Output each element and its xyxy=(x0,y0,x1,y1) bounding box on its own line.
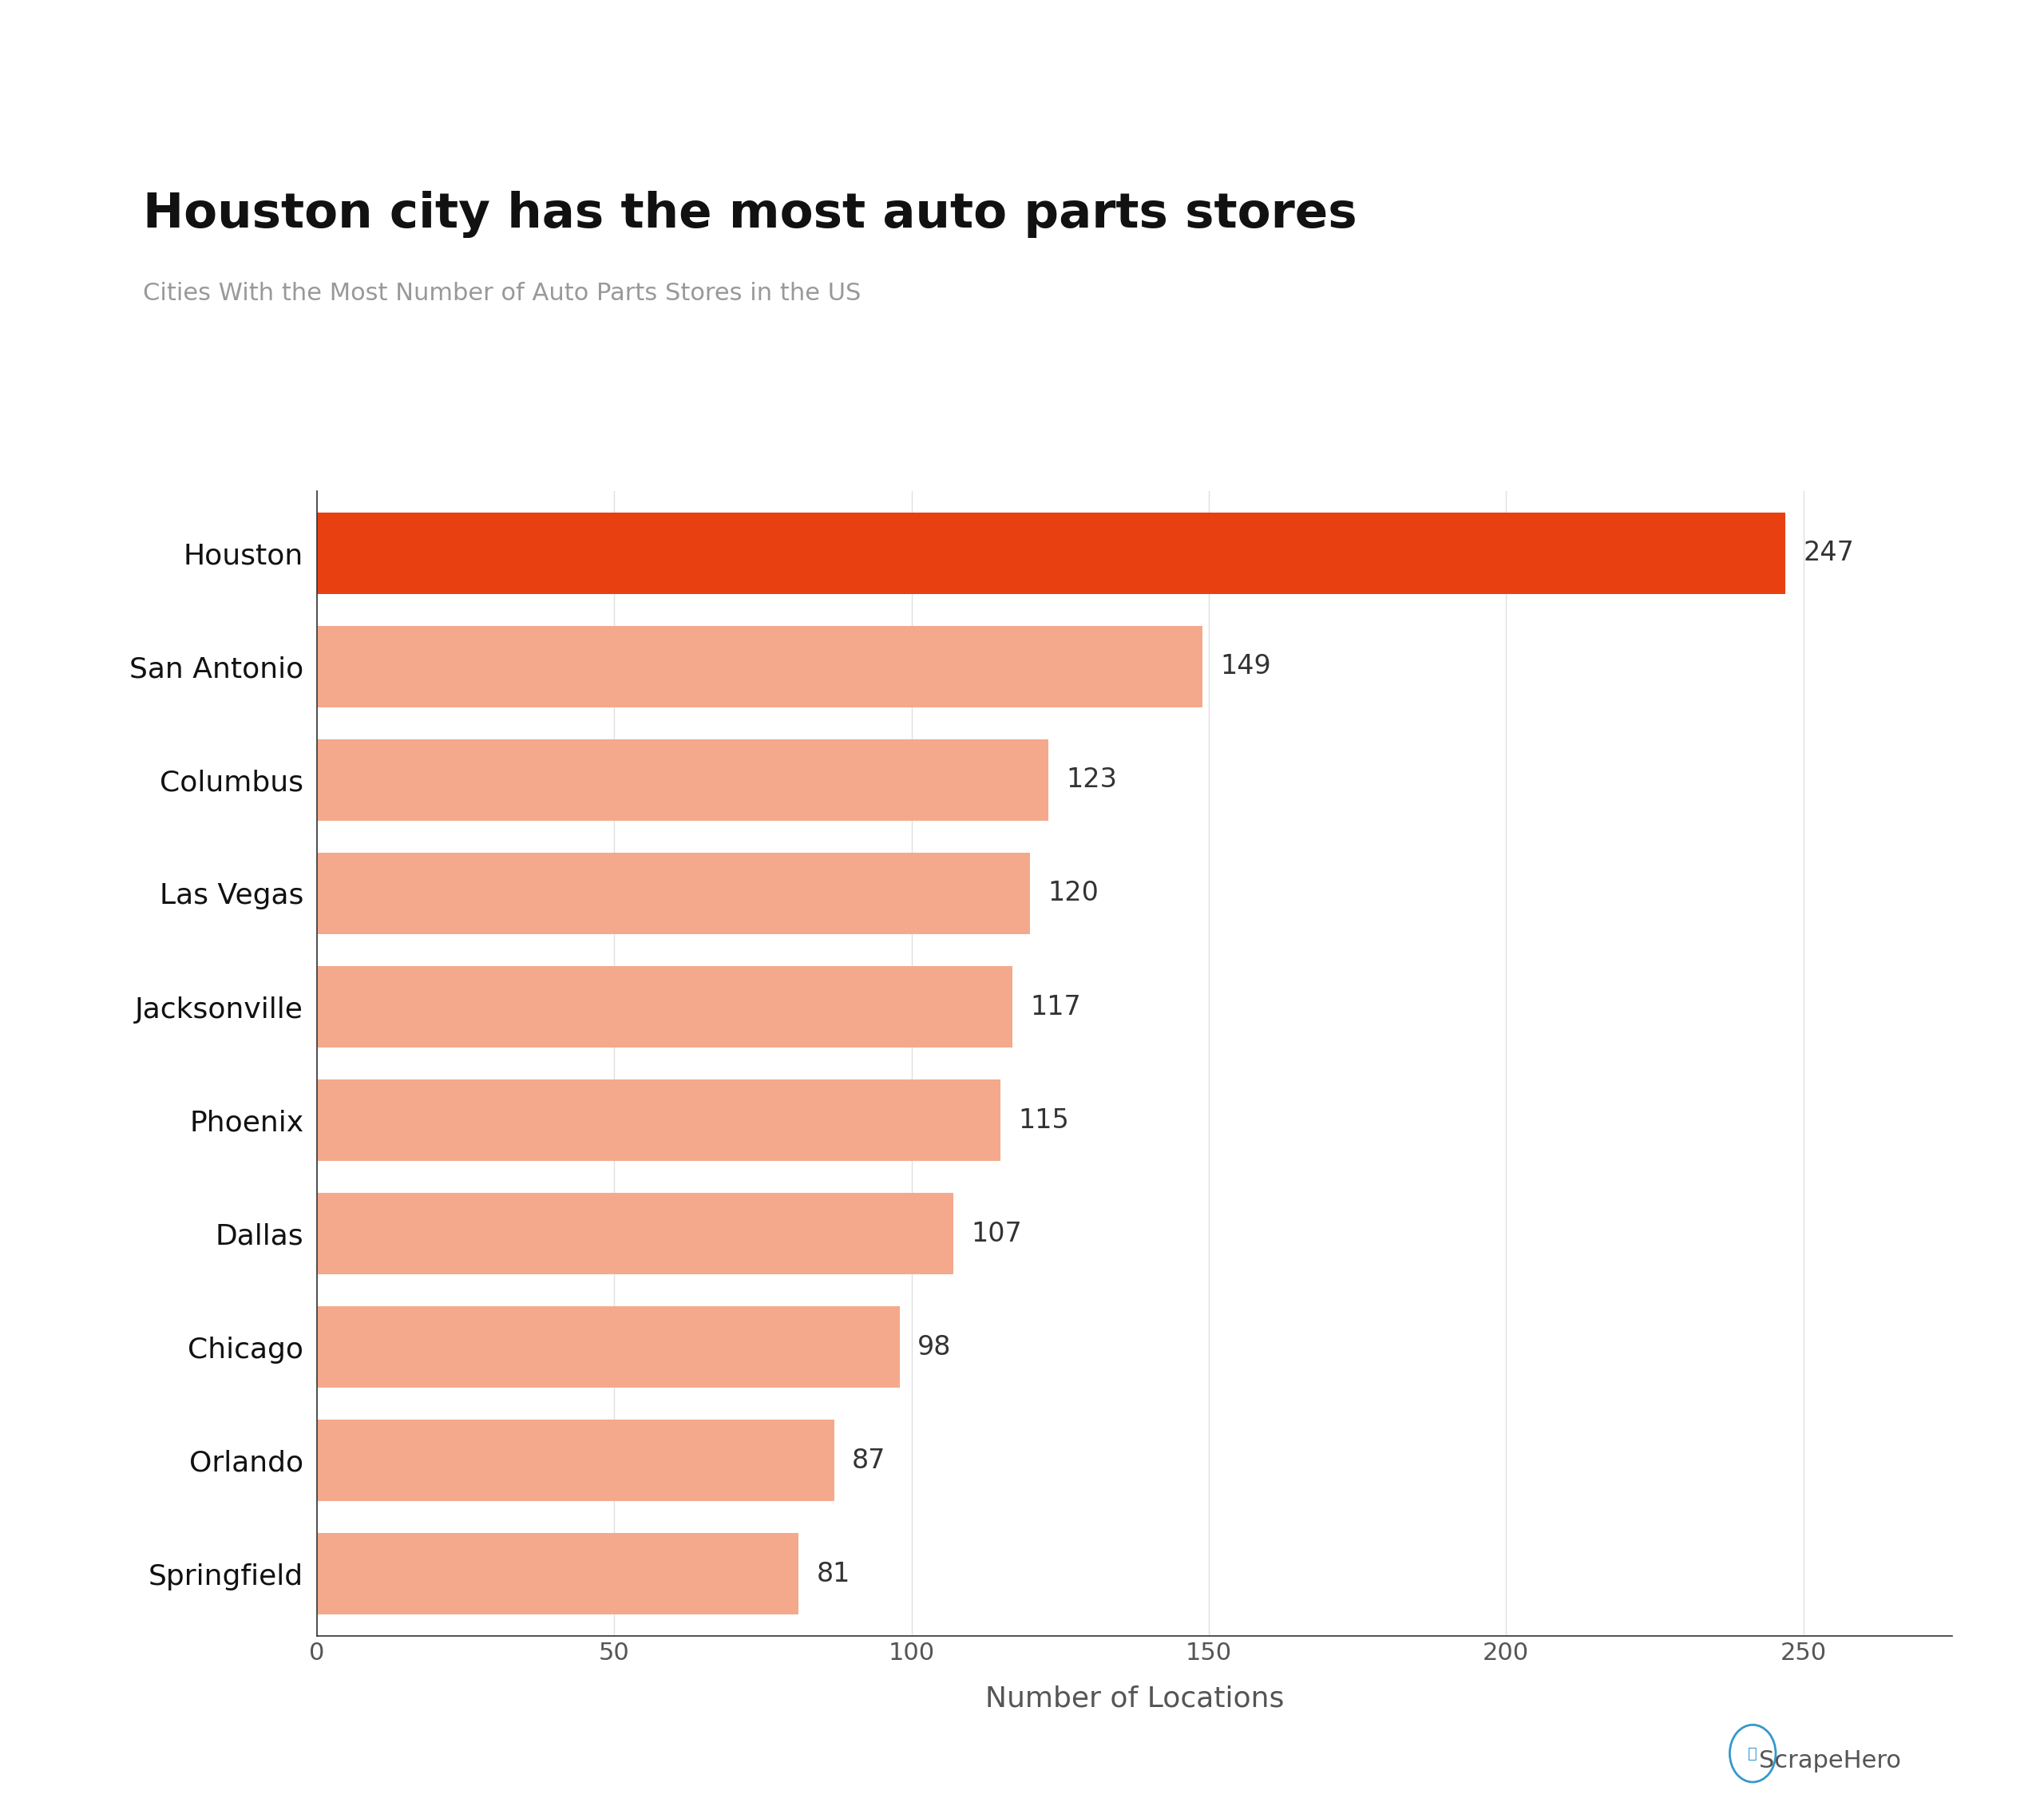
Bar xyxy=(317,625,1202,707)
Text: 87: 87 xyxy=(852,1447,885,1474)
Text: 81: 81 xyxy=(816,1560,850,1587)
Bar xyxy=(317,965,1012,1047)
Text: 149: 149 xyxy=(1220,653,1271,680)
X-axis label: Number of Locations: Number of Locations xyxy=(985,1685,1284,1713)
Bar xyxy=(317,1533,799,1614)
Bar xyxy=(317,1193,953,1274)
Text: Cities With the Most Number of Auto Parts Stores in the US: Cities With the Most Number of Auto Part… xyxy=(143,282,861,305)
Bar xyxy=(317,1080,1002,1162)
Text: ⛨: ⛨ xyxy=(1748,1745,1758,1762)
Bar xyxy=(317,1420,834,1502)
Text: 115: 115 xyxy=(1018,1107,1069,1133)
Text: Houston city has the most auto parts stores: Houston city has the most auto parts sto… xyxy=(143,191,1357,238)
Text: ScrapeHero: ScrapeHero xyxy=(1760,1749,1901,1773)
Text: 120: 120 xyxy=(1049,880,1100,907)
Text: 123: 123 xyxy=(1067,767,1116,793)
Bar xyxy=(317,1305,899,1387)
Text: 247: 247 xyxy=(1803,540,1854,567)
Bar xyxy=(317,853,1030,934)
Text: 98: 98 xyxy=(918,1334,950,1360)
Bar xyxy=(317,513,1786,594)
Text: 107: 107 xyxy=(971,1220,1022,1247)
Text: 117: 117 xyxy=(1030,994,1081,1020)
Bar xyxy=(317,740,1049,822)
